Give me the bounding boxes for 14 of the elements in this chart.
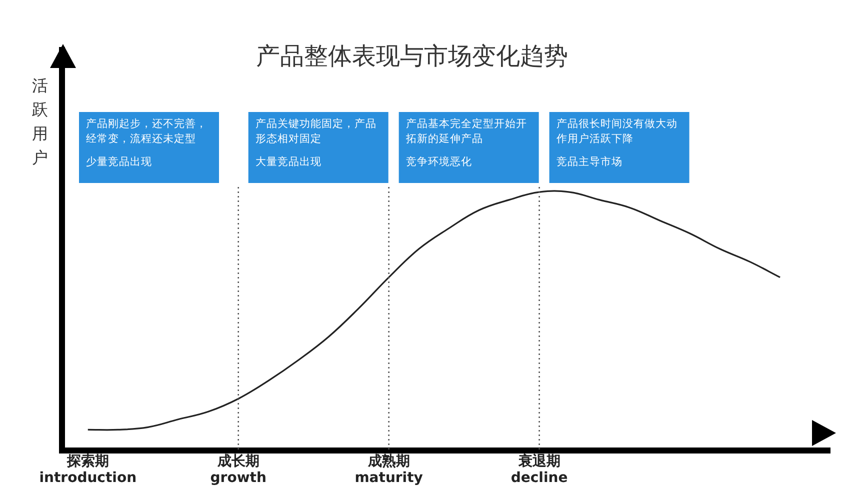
text: 竞争环境恶化 <box>406 154 472 168</box>
text: 竞品主导市场 <box>556 154 622 168</box>
text: 少量竞品出现 <box>86 154 152 168</box>
text: 产品基本完全定型开始开拓新的延伸产品 <box>404 116 527 145</box>
x-tick-label: 成熟期 maturity <box>354 452 423 486</box>
text: 产品刚起步，还不完善，经常变，流程还未定型 <box>86 116 207 145</box>
x-tick-label: 衰退期 decline <box>510 452 568 486</box>
text: 产品很长时间没有做大动作用户活跃下降 <box>555 116 678 145</box>
text: 产品关键功能固定，产品形态相对固定 <box>255 116 376 145</box>
chart-title: 产品整体表现与市场变化趋势 <box>255 41 569 72</box>
y-axis-title: 活跃用户 <box>32 75 49 169</box>
x-tick-label: 探索期 introduction <box>39 453 137 486</box>
text: 大量竞品出现 <box>255 154 322 168</box>
x-tick-label: 成长期 growth <box>210 453 266 486</box>
